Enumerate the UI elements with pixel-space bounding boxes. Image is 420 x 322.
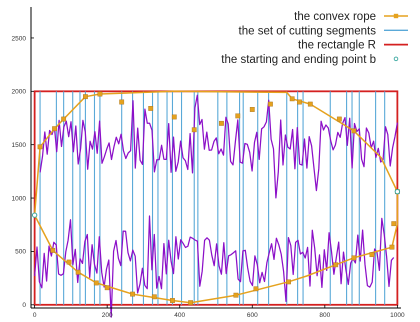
y-tick-label-0: 0 bbox=[22, 302, 26, 309]
legend-label-0: the convex rope bbox=[294, 11, 376, 23]
rope-marker-34 bbox=[66, 259, 72, 265]
data-path bbox=[33, 94, 399, 318]
rope-marker-28 bbox=[170, 298, 175, 303]
rope-marker-2 bbox=[61, 116, 67, 122]
rope-marker-14 bbox=[297, 99, 302, 105]
rope-marker-13 bbox=[289, 96, 295, 102]
rope-marker-17 bbox=[351, 128, 357, 134]
x-tick-label-3: 600 bbox=[247, 312, 258, 319]
data-path-lower bbox=[33, 215, 395, 318]
rope-marker-4 bbox=[97, 91, 103, 97]
x-tick-label-2: 400 bbox=[174, 312, 185, 319]
x-tick-label-4: 800 bbox=[319, 312, 330, 319]
rope-marker-35 bbox=[50, 247, 56, 253]
rope-marker-25 bbox=[253, 286, 259, 292]
rope-marker-9 bbox=[219, 120, 224, 126]
rope-marker-1 bbox=[52, 126, 57, 132]
rope-marker-3 bbox=[83, 94, 88, 100]
rope-marker-30 bbox=[130, 291, 135, 297]
rope-marker-22 bbox=[351, 255, 357, 261]
rope-marker-27 bbox=[188, 300, 194, 306]
rope-marker-6 bbox=[148, 106, 154, 111]
x-tick-label-5: 1000 bbox=[390, 312, 405, 319]
rope-marker-24 bbox=[286, 279, 291, 285]
rope-marker-32 bbox=[93, 280, 99, 286]
plot-axes: 0 200 400 600 800 1000 0 500 1000 1500 2000 2500 bbox=[12, 7, 405, 319]
y-tick-label-5: 2500 bbox=[12, 35, 27, 42]
y-tick-label-4: 2000 bbox=[12, 89, 27, 96]
rope-marker-20 bbox=[389, 244, 395, 250]
start-end-points bbox=[31, 188, 401, 218]
data-path-upper bbox=[39, 94, 399, 199]
rope-marker-31 bbox=[104, 285, 110, 291]
y-tick-label-2: 1000 bbox=[12, 195, 27, 202]
y-tick-label-3: 1500 bbox=[12, 142, 27, 149]
legend-label-1: the set of cutting segments bbox=[239, 25, 377, 37]
rope-marker-33 bbox=[75, 269, 81, 275]
rope-marker-12 bbox=[268, 101, 273, 107]
start-end-point-0 bbox=[31, 212, 38, 218]
y-tick-label-1: 500 bbox=[15, 249, 26, 256]
rope-marker-0 bbox=[37, 144, 43, 150]
x-tick-label-1: 200 bbox=[102, 312, 113, 319]
legend-label-3: the starting and ending point b bbox=[221, 54, 376, 66]
rope-marker-21 bbox=[369, 252, 375, 258]
rope-marker-7 bbox=[171, 114, 177, 120]
rope-marker-23 bbox=[333, 262, 339, 268]
rope-marker-19 bbox=[391, 221, 397, 227]
convex-rope bbox=[33, 90, 400, 306]
x-tick-label-0: 0 bbox=[33, 312, 37, 319]
legend-marker-rope bbox=[393, 13, 399, 19]
rope-marker-8 bbox=[191, 127, 197, 133]
rope-marker-15 bbox=[307, 101, 313, 107]
rope-marker-10 bbox=[235, 113, 241, 119]
rope-marker-11 bbox=[249, 107, 255, 112]
rope-marker-16 bbox=[336, 116, 342, 122]
legend-marker-start-end bbox=[393, 56, 399, 62]
legend: the convex rope the set of cutting segmen… bbox=[221, 11, 408, 66]
rope-marker-26 bbox=[233, 292, 239, 298]
start-end-point-1 bbox=[394, 188, 401, 195]
rope-marker-5 bbox=[119, 99, 125, 105]
convex-rope-line bbox=[33, 90, 399, 304]
rope-marker-29 bbox=[151, 294, 157, 300]
legend-label-2: the rectangle R bbox=[298, 40, 376, 52]
